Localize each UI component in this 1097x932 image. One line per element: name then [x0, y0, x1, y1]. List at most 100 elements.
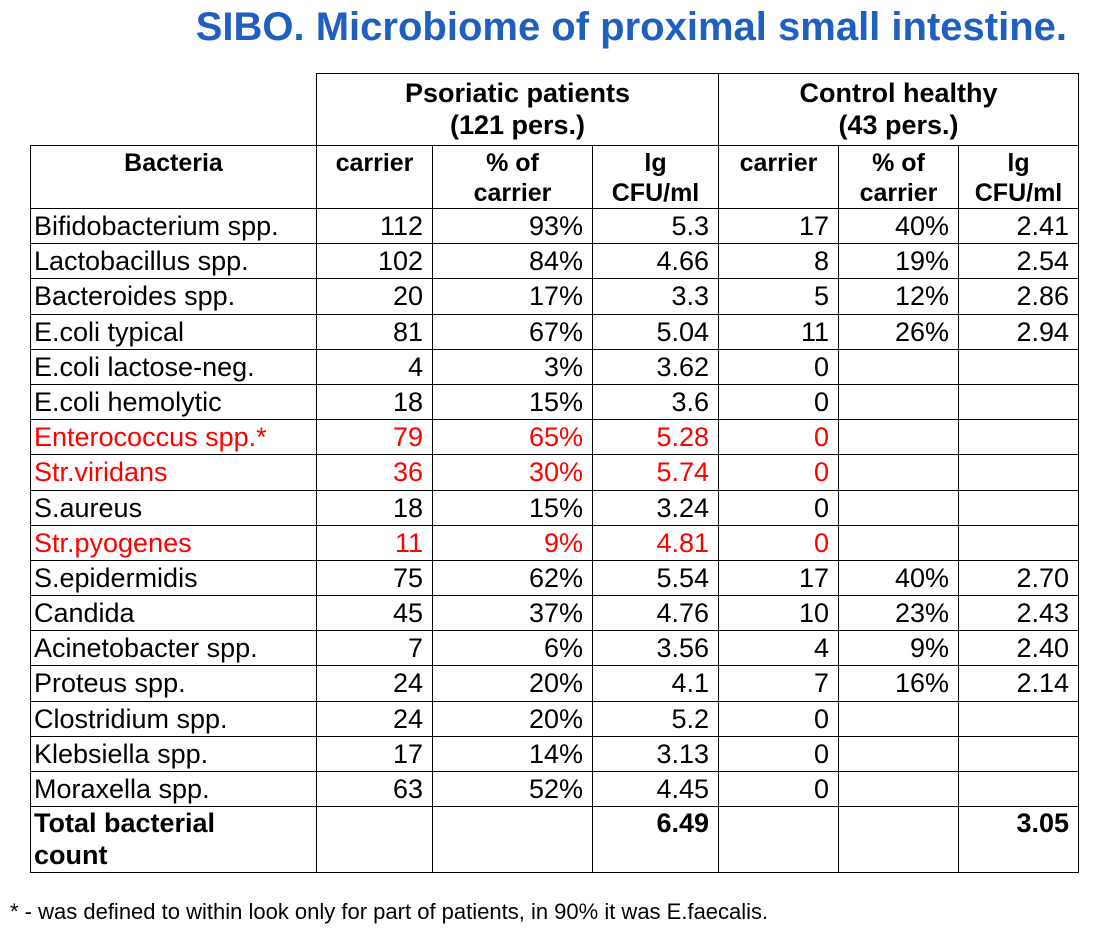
psoriatic-lg: 4.1 [592, 665, 719, 702]
column-header-row: Bacteria carrier % of carrier lg CFU/ml ca… [30, 145, 1079, 209]
psoriatic-lg: 4.76 [592, 595, 719, 632]
control-lg: 2.70 [958, 559, 1079, 597]
psoriatic-pct: 9% [432, 524, 593, 561]
table-row: Acinetobacter spp. 7 6% 3.56 4 9% 2.40 [30, 630, 1079, 667]
table-row: Moraxella spp. 63 52% 4.45 0 [30, 770, 1079, 808]
bacteria-table: Psoriatic patients (121 pers.) Control h… [30, 73, 1079, 874]
table-row: Klebsiella spp. 17 14% 3.13 0 [30, 735, 1079, 773]
psoriatic-pct: 17% [432, 278, 593, 315]
psoriatic-pct: 6% [432, 630, 593, 667]
psoriatic-carrier: 24 [316, 700, 433, 737]
psoriatic-carrier: 102 [316, 243, 433, 280]
psoriatic-pct: 15% [432, 489, 593, 526]
psoriatic-lg: 3.6 [592, 383, 719, 421]
table-row: Proteus spp. 24 20% 4.1 7 16% 2.14 [30, 665, 1079, 702]
psoriatic-lg: 5.3 [592, 207, 719, 245]
psoriatic-group-header: Psoriatic patients (121 pers.) [316, 73, 719, 146]
bacteria-column-header: Bacteria [30, 145, 317, 209]
psoriatic-lg: 5.2 [592, 700, 719, 737]
bacteria-name: Moraxella spp. [30, 770, 317, 808]
control-carrier: 5 [718, 278, 839, 315]
control-carrier: 7 [718, 665, 839, 702]
control-lg: 2.94 [958, 313, 1079, 350]
control-lg [958, 454, 1079, 491]
control-pct [838, 348, 959, 385]
group-title: Control healthy [799, 78, 998, 108]
control-pct: 19% [838, 243, 959, 280]
psoriatic-pct: 30% [432, 454, 593, 491]
empty-cell [838, 806, 959, 874]
group-header-row: Psoriatic patients (121 pers.) Control h… [30, 73, 1079, 146]
empty-cell [316, 806, 433, 874]
page-title: SIBO. Microbiome of proximal small intes… [195, 5, 1067, 49]
control-carrier: 0 [718, 489, 839, 526]
psoriatic-pct: 65% [432, 419, 593, 456]
control-pct [838, 524, 959, 561]
control-lg [958, 489, 1079, 526]
control-pct [838, 383, 959, 421]
control-pct: 12% [838, 278, 959, 315]
bacteria-name: E.coli typical [30, 313, 317, 350]
empty-cell [718, 806, 839, 874]
psoriatic-pct: 62% [432, 559, 593, 597]
control-carrier: 0 [718, 700, 839, 737]
control-lg [958, 735, 1079, 773]
table-row: S.aureus 18 15% 3.24 0 [30, 489, 1079, 526]
psoriatic-carrier: 24 [316, 665, 433, 702]
control-pct [838, 454, 959, 491]
psoriatic-lg: 3.56 [592, 630, 719, 667]
table-row: Str.pyogenes 11 9% 4.81 0 [30, 524, 1079, 561]
table-row: Enterococcus spp.* 79 65% 5.28 0 [30, 419, 1079, 456]
table-row: E.coli hemolytic 18 15% 3.6 0 [30, 383, 1079, 421]
psoriatic-carrier: 63 [316, 770, 433, 808]
bacteria-name: Bacteroides spp. [30, 278, 317, 315]
bacteria-name: Lactobacillus spp. [30, 243, 317, 280]
control-carrier: 0 [718, 454, 839, 491]
control-lg [958, 419, 1079, 456]
control-carrier: 0 [718, 419, 839, 456]
control-pct [838, 419, 959, 456]
psoriatic-pct: 93% [432, 207, 593, 245]
table-row: Bacteroides spp. 20 17% 3.3 5 12% 2.86 [30, 278, 1079, 315]
psoriatic-carrier: 11 [316, 524, 433, 561]
bacteria-name: Enterococcus spp.* [30, 419, 317, 456]
pct-column-header: % of carrier [838, 145, 959, 209]
control-pct: 40% [838, 207, 959, 245]
carrier-column-header: carrier [718, 145, 839, 209]
control-lg: 2.14 [958, 665, 1079, 702]
bacteria-name: Candida [30, 595, 317, 632]
table-body: Bifidobacterium spp. 112 93% 5.3 17 40% 2.41 La… [30, 207, 1079, 808]
table-row: Candida 45 37% 4.76 10 23% 2.43 [30, 595, 1079, 632]
total-control-lg: 3.05 [958, 806, 1079, 874]
psoriatic-pct: 37% [432, 595, 593, 632]
table-row: Lactobacillus spp. 102 84% 4.66 8 19% 2.54 [30, 243, 1079, 280]
bacteria-name: Bifidobacterium spp. [30, 207, 317, 245]
control-pct [838, 489, 959, 526]
group-count: (43 pers.) [838, 110, 959, 140]
pct-column-header: % of carrier [432, 145, 593, 209]
control-carrier: 0 [718, 770, 839, 808]
control-pct [838, 700, 959, 737]
empty-cell [432, 806, 593, 874]
psoriatic-pct: 84% [432, 243, 593, 280]
psoriatic-lg: 5.54 [592, 559, 719, 597]
blank-header-cell [30, 73, 317, 146]
psoriatic-carrier: 18 [316, 489, 433, 526]
control-pct: 9% [838, 630, 959, 667]
group-title: Psoriatic patients [404, 78, 631, 108]
psoriatic-lg: 4.45 [592, 770, 719, 808]
table-row: Bifidobacterium spp. 112 93% 5.3 17 40% 2.41 [30, 207, 1079, 245]
control-lg: 2.40 [958, 630, 1079, 667]
control-lg [958, 383, 1079, 421]
psoriatic-pct: 15% [432, 383, 593, 421]
bacteria-name: S.epidermidis [30, 559, 317, 597]
control-carrier: 17 [718, 559, 839, 597]
lg-column-header: lg CFU/ml [958, 145, 1079, 209]
psoriatic-carrier: 7 [316, 630, 433, 667]
bacteria-name: E.coli lactose-neg. [30, 348, 317, 385]
bacteria-name: Clostridium spp. [30, 700, 317, 737]
control-lg [958, 348, 1079, 385]
psoriatic-pct: 14% [432, 735, 593, 773]
control-carrier: 8 [718, 243, 839, 280]
psoriatic-lg: 5.28 [592, 419, 719, 456]
